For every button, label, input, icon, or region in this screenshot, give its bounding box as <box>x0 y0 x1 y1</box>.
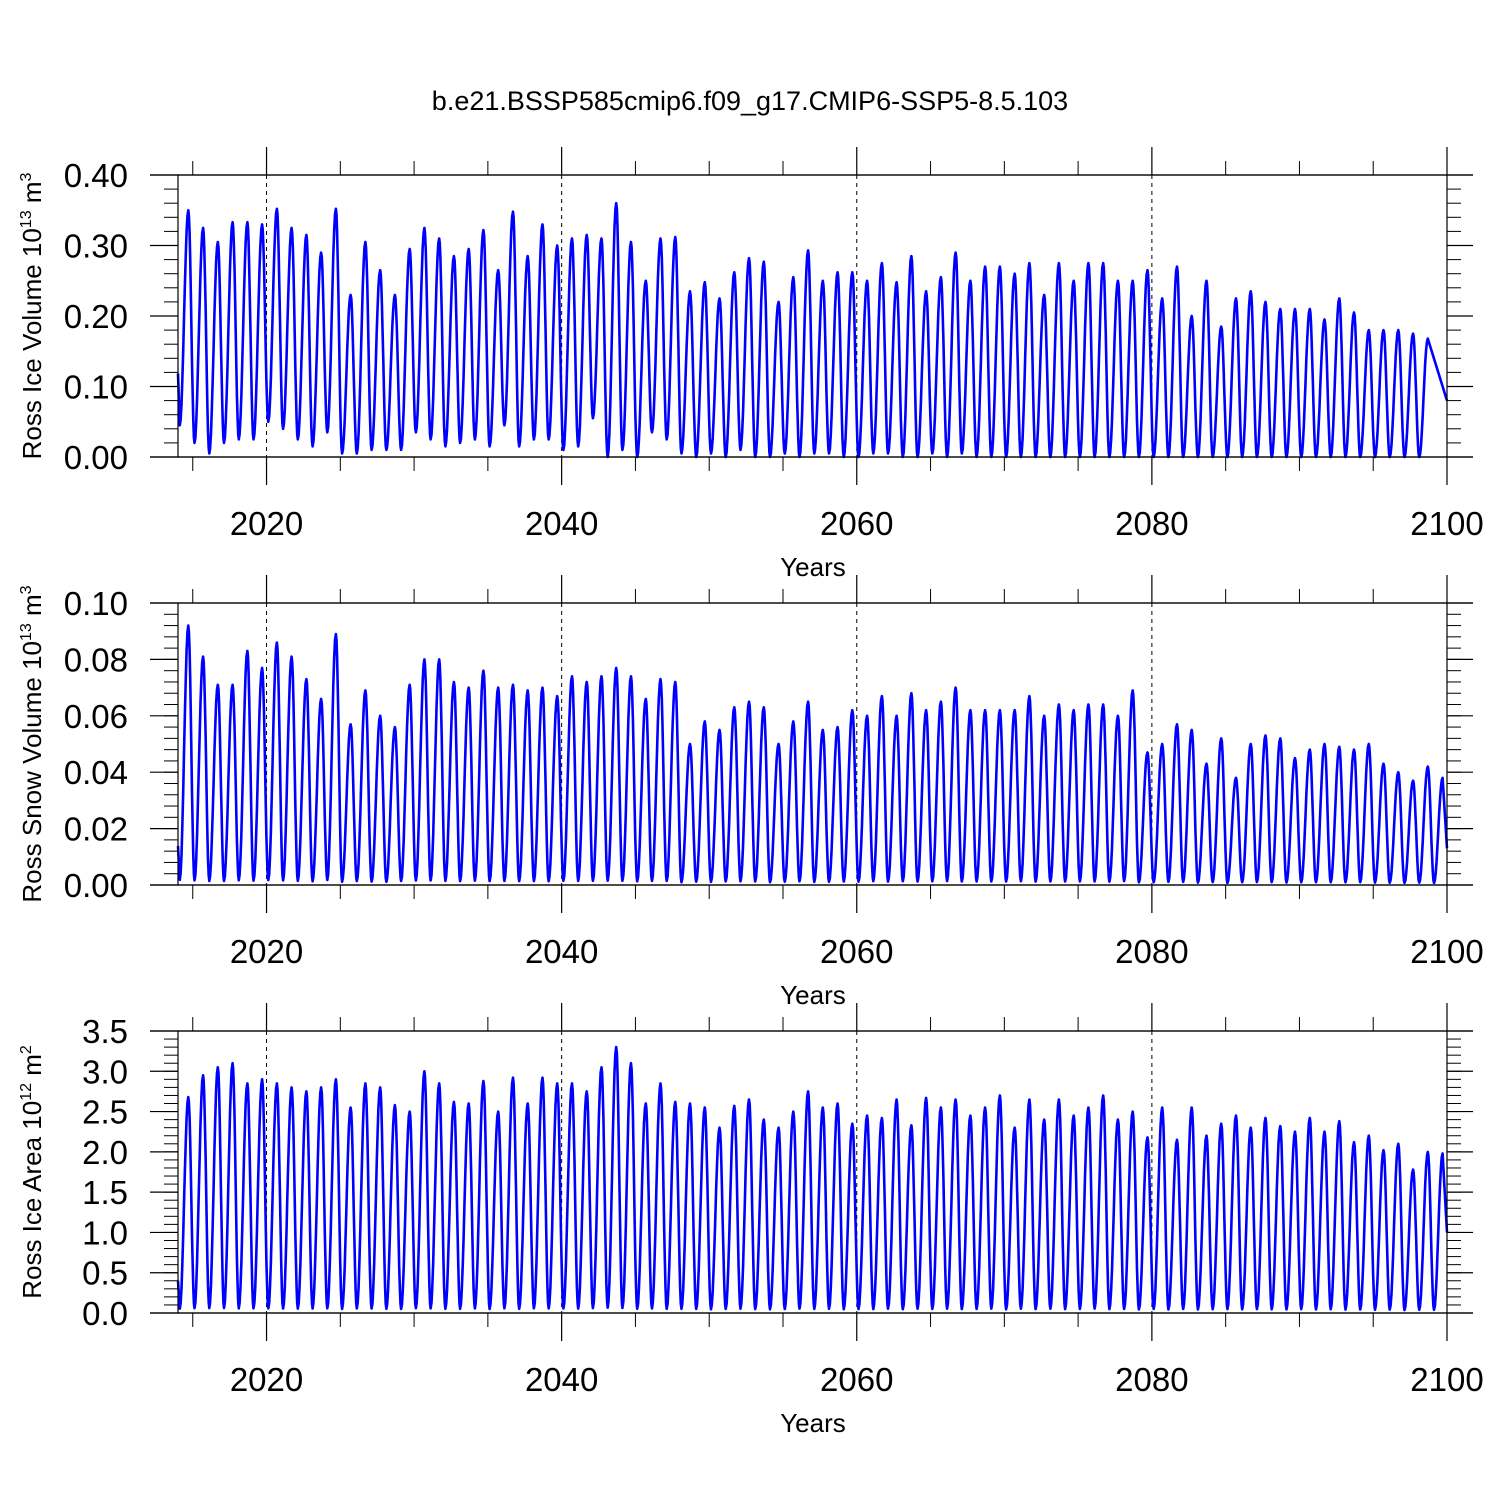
series-line <box>176 1045 1449 1312</box>
y-tick-label: 0.5 <box>82 1255 128 1292</box>
y-axis-label-superscript: 13 <box>18 210 35 228</box>
figure-title: b.e21.BSSP585cmip6.f09_g17.CMIP6-SSP5-8.… <box>432 86 1068 116</box>
panel-ice-area: 0.00.5 1.01.52.02.5 3.03.5 2020 2040 2060 2080… <box>17 1003 1484 1438</box>
y-axis-label-text: Ross Snow Volume 10 <box>17 641 47 903</box>
y-axis-label: Ross Ice Area 1012 m2 <box>17 1045 47 1299</box>
y-tick-label: 0.10 <box>64 369 128 406</box>
x-axis-label: Years <box>780 980 846 1010</box>
x-tick-label: 2080 <box>1115 1361 1188 1398</box>
x-tick-label: 2020 <box>230 1361 303 1398</box>
y-tick-label: 0.40 <box>64 157 128 194</box>
x-tick-label: 2100 <box>1410 505 1483 542</box>
y-tick-label: 1.5 <box>82 1174 128 1211</box>
y-tick-label: 0.06 <box>64 698 128 735</box>
y-axis-label-superscript: 13 <box>18 623 35 641</box>
y-tick-label: 0.30 <box>64 228 128 265</box>
y-tick-label: 0.08 <box>64 641 128 678</box>
y-tick-label: 0.20 <box>64 298 128 335</box>
x-tick-label: 2100 <box>1410 933 1483 970</box>
x-tick-label: 2080 <box>1115 505 1188 542</box>
series-line <box>176 201 1449 459</box>
panel-ice-volume: 0.00 0.10 0.20 0.30 0.40 2020 2040 2060 2080 2100… <box>17 147 1484 582</box>
y-axis-label-superscript: 3 <box>18 172 35 181</box>
y-tick-label: 0.02 <box>64 811 128 848</box>
y-axis-label: Ross Snow Volume 1013 m3 <box>17 585 47 902</box>
y-axis-label-unit: m <box>17 1054 47 1083</box>
y-tick-label: 3.5 <box>82 1013 128 1050</box>
y-tick-label: 0.00 <box>64 867 128 904</box>
x-axis-label: Years <box>780 552 846 582</box>
x-tick-label: 2060 <box>820 1361 893 1398</box>
y-axis-label-text: Ross Ice Area 10 <box>17 1101 47 1299</box>
y-tick-label: 2.5 <box>82 1094 128 1131</box>
y-tick-label: 0.00 <box>64 439 128 476</box>
x-tick-label: 2100 <box>1410 1361 1483 1398</box>
x-tick-label: 2040 <box>525 505 598 542</box>
y-tick-label: 3.0 <box>82 1053 128 1090</box>
x-tick-label: 2040 <box>525 933 598 970</box>
panel-snow-volume: 0.00 0.02 0.04 0.06 0.08 0.10 2020 2040 2060 2080… <box>17 575 1484 1010</box>
y-axis-label-superscript: 3 <box>18 585 35 594</box>
x-tick-label: 2060 <box>820 505 893 542</box>
x-tick-label: 2020 <box>230 505 303 542</box>
x-tick-label: 2040 <box>525 1361 598 1398</box>
x-tick-label: 2020 <box>230 933 303 970</box>
series-line <box>176 624 1449 885</box>
y-axis-label: Ross Ice Volume 1013 m3 <box>17 172 47 459</box>
y-tick-label: 2.0 <box>82 1134 128 1171</box>
y-axis-label-superscript: 2 <box>18 1045 35 1054</box>
x-tick-label: 2080 <box>1115 933 1188 970</box>
x-tick-label: 2060 <box>820 933 893 970</box>
y-axis-label-unit: m <box>17 594 47 623</box>
y-axis-label-text: Ross Ice Volume 10 <box>17 228 47 459</box>
y-tick-label: 1.0 <box>82 1214 128 1251</box>
y-tick-label: 0.10 <box>64 585 128 622</box>
y-tick-label: 0.04 <box>64 754 128 791</box>
y-tick-label: 0.0 <box>82 1295 128 1332</box>
x-axis-label: Years <box>780 1408 846 1438</box>
y-axis-label-unit: m <box>17 181 47 210</box>
y-axis-label-superscript: 12 <box>18 1083 35 1101</box>
